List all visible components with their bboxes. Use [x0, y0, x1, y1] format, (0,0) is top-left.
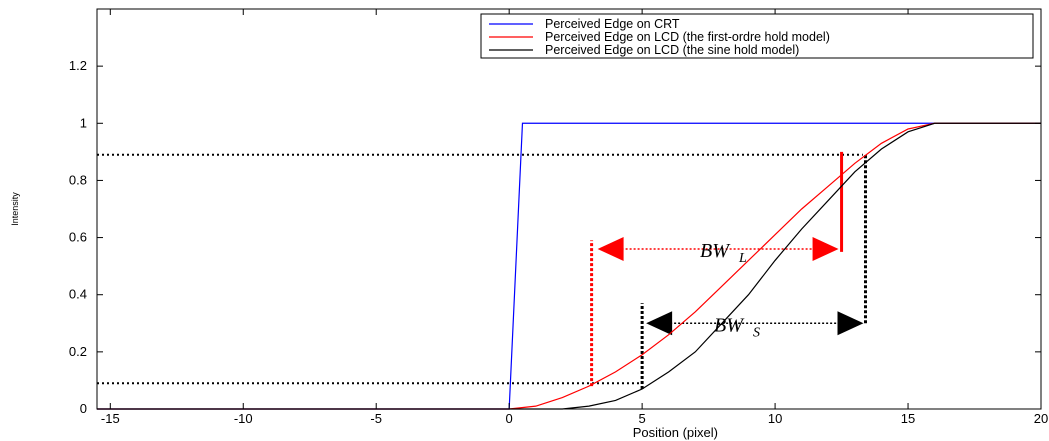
bw-s-left-arrowhead: [646, 311, 673, 336]
y-tick-label: 0.2: [69, 344, 87, 359]
y-tick-label: 0.8: [69, 172, 87, 187]
reference-lines: [97, 153, 863, 385]
bw-l-label: BW: [700, 240, 731, 262]
y-tick-label: 1.2: [69, 58, 87, 73]
y-tick-label: 0: [80, 401, 87, 416]
x-tick-label: -5: [370, 411, 382, 426]
series-lines: [97, 122, 1041, 410]
bandwidth-annotations: BW L BW S: [590, 151, 867, 389]
y-tick-label: 1: [80, 115, 87, 130]
bw-l-left-arrowhead: [597, 237, 624, 261]
x-tick-label: 15: [901, 411, 915, 426]
y-tick-label: 0.4: [69, 287, 87, 302]
legend-box: [480, 13, 1034, 59]
y-tick-label: 0.6: [69, 230, 87, 245]
legend-label-2: Perceived Edge on LCD (the first-ordre h…: [545, 30, 830, 44]
x-axis-label: Position (pixel): [633, 425, 718, 440]
x-tick-label: 5: [639, 411, 646, 426]
bw-s-label: BW: [714, 314, 745, 336]
x-tick-label: 10: [768, 411, 782, 426]
bw-l-right-arrowhead: [812, 237, 839, 261]
y-axis-label: Intensity: [10, 192, 20, 226]
bw-s-right-arrowhead: [837, 311, 864, 336]
x-tick-label: -10: [234, 411, 253, 426]
series-line-3: [97, 122, 1041, 410]
legend-label-3: Perceived Edge on LCD (the sine hold mod…: [545, 43, 799, 57]
series-line-2: [97, 122, 1041, 410]
axes: -15 -10 -5 0 5 10 15 20 0 0.2 0.4 0.6 0.8 1 1.2: [69, 9, 1048, 426]
x-tick-label: 0: [506, 411, 513, 426]
plot-frame: [96, 8, 1042, 410]
legend-label-1: Perceived Edge on CRT: [545, 17, 680, 31]
x-tick-label: -15: [101, 411, 120, 426]
x-tick-label: 20: [1034, 411, 1048, 426]
bw-s-subscript: S: [753, 325, 760, 340]
series-line-1: [97, 122, 1041, 410]
bw-l-subscript: L: [738, 251, 747, 266]
